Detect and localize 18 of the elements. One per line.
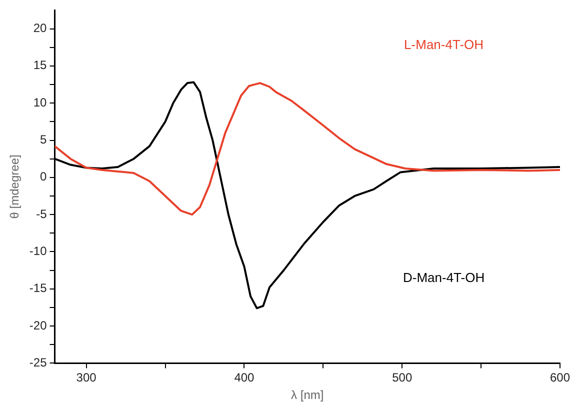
y-tick-label: -25 [29, 356, 48, 370]
y-axis-title: θ [mdegree] [8, 154, 22, 219]
y-tick-label: 10 [33, 95, 48, 110]
x-tick-label: 600 [550, 370, 570, 385]
y-tick-label: 15 [33, 58, 48, 72]
y-tick-label: 20 [33, 21, 48, 36]
x-axis-title: λ [nm] [291, 388, 324, 402]
text: D-Man-4T-OH [402, 270, 485, 286]
y-tick-label: -20 [29, 318, 48, 332]
x-tick-label: 400 [234, 370, 255, 385]
y-tick-label: 5 [40, 132, 48, 147]
y-tick-label: -10 [29, 244, 48, 258]
text: L-Man-4T-OH [404, 37, 484, 52]
y-tick-label: -15 [29, 281, 48, 296]
x-tick-label: 500 [392, 370, 412, 385]
y-tick-label: -5 [36, 206, 48, 221]
y-tick-label: 0 [40, 170, 48, 184]
x-tick-label: 300 [76, 370, 97, 385]
